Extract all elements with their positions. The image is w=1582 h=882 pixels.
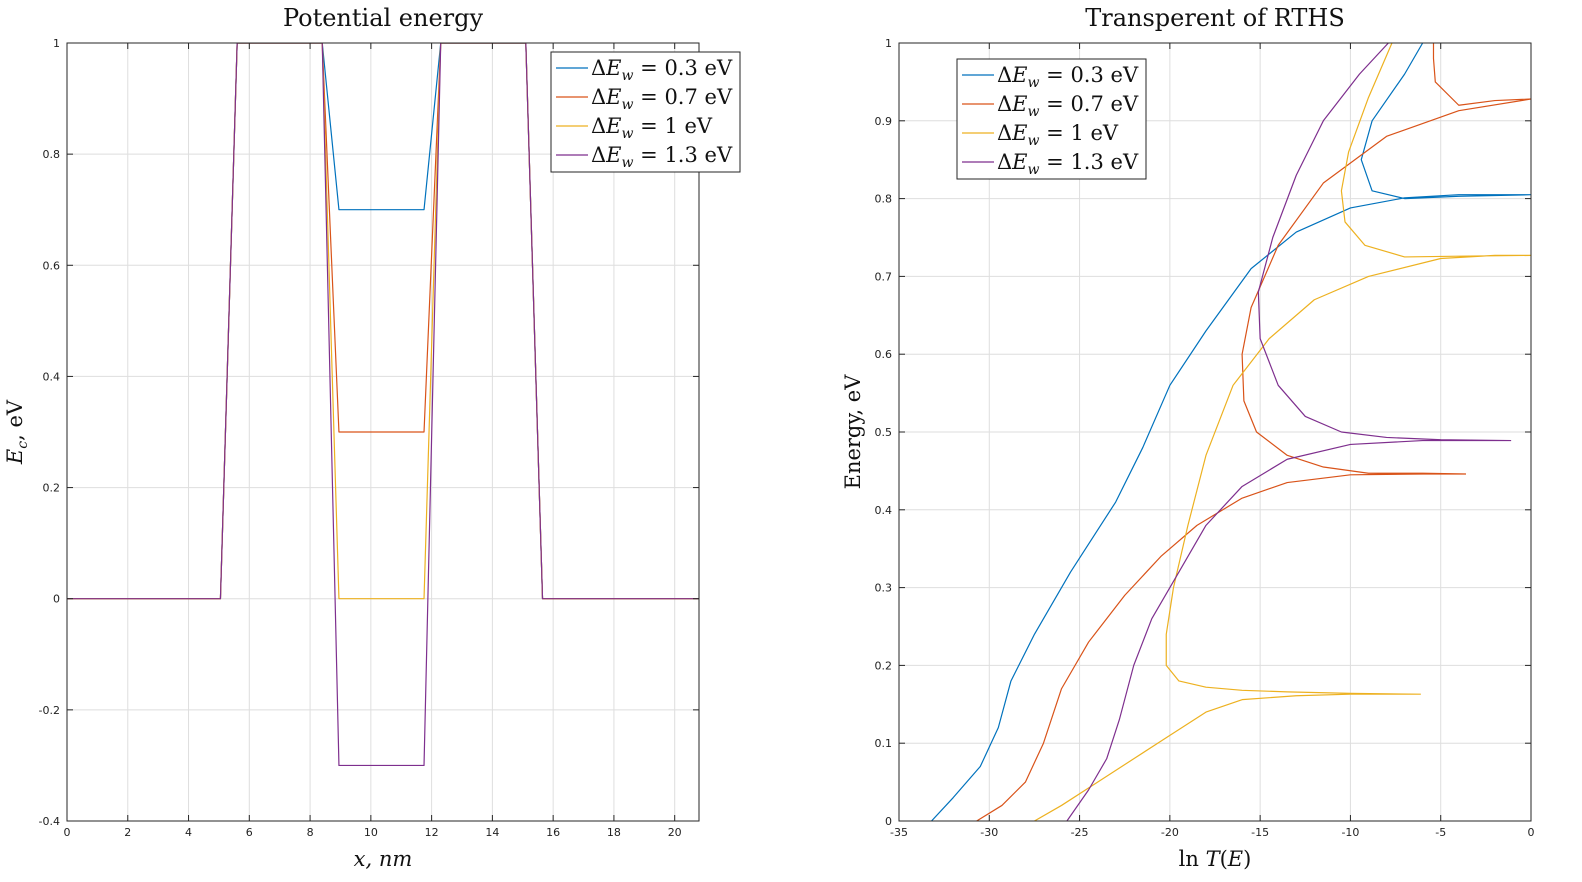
legend-label: ΔEw = 1 eV: [997, 121, 1119, 149]
series-line-1: [931, 43, 1531, 821]
y-tick-label: 0.4: [875, 504, 893, 517]
y-axis-label: Energy, eV: [841, 374, 865, 490]
chart-title: Potential energy: [283, 4, 484, 32]
x-tick-label: 0: [1528, 826, 1535, 839]
legend-label: ΔEw = 0.7 eV: [591, 85, 733, 113]
legend-entry: ΔEw = 1.3 eV: [556, 143, 733, 171]
y-tick-label: 1: [885, 37, 892, 50]
x-tick-label: -35: [890, 826, 908, 839]
x-tick-label: -10: [1341, 826, 1359, 839]
legend-label: ΔEw = 1.3 eV: [591, 143, 733, 171]
x-tick-label: 8: [307, 826, 314, 839]
legend-entry: ΔEw = 1 eV: [962, 121, 1119, 149]
y-tick-label: 0.6: [43, 259, 61, 272]
x-tick-label: -15: [1251, 826, 1269, 839]
x-tick-label: 16: [546, 826, 560, 839]
y-tick-label: 0.6: [875, 348, 893, 361]
x-tick-label: 10: [364, 826, 378, 839]
series-line-2: [976, 43, 1531, 821]
x-axis-label: x, nm: [354, 847, 413, 871]
y-tick-label: 0.4: [43, 370, 61, 383]
x-tick-label: 4: [185, 826, 192, 839]
y-tick-label: -0.2: [39, 704, 60, 717]
chart-title: Transperent of RTHS: [1085, 4, 1345, 32]
legend-entry: ΔEw = 1 eV: [556, 114, 713, 142]
x-tick-label: -5: [1435, 826, 1446, 839]
legend-entry: ΔEw = 0.7 eV: [962, 92, 1139, 120]
y-tick-label: 0.7: [875, 270, 893, 283]
legend-entry: ΔEw = 0.7 eV: [556, 85, 733, 113]
legend-entry: ΔEw = 0.3 eV: [962, 63, 1139, 91]
legend-entry: ΔEw = 0.3 eV: [556, 56, 733, 84]
x-tick-label: 18: [607, 826, 621, 839]
legend-label: ΔEw = 1.3 eV: [997, 150, 1139, 178]
series-line-4: [1066, 43, 1512, 821]
axes-frame: [66, 42, 700, 822]
legend-box: [956, 58, 1147, 180]
transparency-chart: -35 -30 -25 -20 -15 -10 -5 0 0 0.1 0.2 0.3 0.4 0.5 0.6…: [841, 4, 1535, 871]
potential-energy-chart: 0 2 4 6 8 10 12 14 16 18 20-0.4-0.200.20.40.60.81 …: [3, 4, 741, 871]
y-tick-label: 0: [885, 815, 892, 828]
x-tick-label: 12: [425, 826, 439, 839]
x-tick-label: 6: [246, 826, 253, 839]
series-line-3: [1034, 43, 1531, 821]
legend-box: [550, 51, 741, 173]
legend-entry: ΔEw = 1.3 eV: [962, 150, 1139, 178]
y-tick-label: 0.5: [875, 426, 893, 439]
legend-label: ΔEw = 0.3 eV: [997, 63, 1139, 91]
y-tick-label: 0.2: [43, 482, 61, 495]
y-tick-label: 0.9: [875, 115, 893, 128]
y-tick-label: 1: [53, 37, 60, 50]
x-tick-label: 0: [64, 826, 71, 839]
legend-label: ΔEw = 0.3 eV: [591, 56, 733, 84]
legend-label: ΔEw = 0.7 eV: [997, 92, 1139, 120]
x-tick-label: -20: [1161, 826, 1179, 839]
x-axis-label: ln T(E): [1179, 847, 1252, 871]
y-tick-label: 0.3: [875, 582, 893, 595]
x-tick-label: 2: [124, 826, 131, 839]
y-tick-label: 0.2: [875, 659, 893, 672]
x-tick-label: 14: [485, 826, 499, 839]
y-tick-label: 0.8: [875, 193, 893, 206]
x-tick-label: -30: [980, 826, 998, 839]
y-tick-label: 0.8: [43, 148, 61, 161]
series-line-4: [67, 43, 699, 767]
y-axis-label: Ec, eV: [3, 399, 31, 465]
y-tick-label: -0.4: [39, 815, 60, 828]
x-tick-label: -25: [1071, 826, 1089, 839]
legend-label: ΔEw = 1 eV: [591, 114, 713, 142]
y-tick-label: 0: [53, 593, 60, 606]
y-tick-label: 0.1: [875, 737, 893, 750]
x-tick-label: 20: [668, 826, 682, 839]
